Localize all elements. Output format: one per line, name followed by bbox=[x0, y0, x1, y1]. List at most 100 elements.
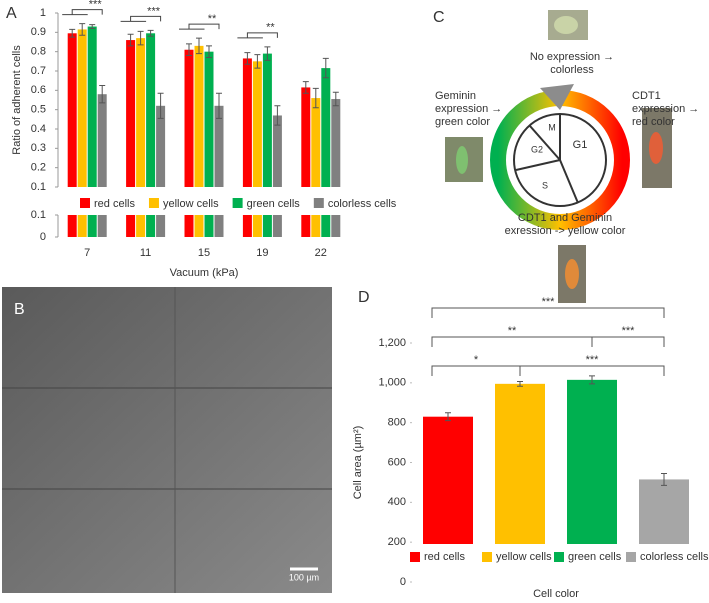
legend-swatch bbox=[80, 198, 90, 208]
significance-bracket bbox=[179, 23, 220, 30]
y-tick-label: 0.1 bbox=[31, 209, 46, 221]
legend-swatch bbox=[232, 198, 243, 208]
error-bar bbox=[302, 81, 309, 94]
pie-divider bbox=[559, 159, 579, 204]
bar bbox=[204, 51, 214, 187]
bar bbox=[136, 38, 146, 188]
legend-swatch bbox=[626, 552, 636, 562]
legend-swatch bbox=[554, 552, 564, 562]
panel-label: B bbox=[14, 301, 25, 318]
legend-label: yellow cells bbox=[163, 198, 219, 210]
legend-swatch bbox=[148, 198, 159, 208]
significance-bracket bbox=[591, 336, 665, 347]
error-bar bbox=[157, 92, 164, 119]
error-bar bbox=[589, 375, 595, 385]
annotation: Geminin bbox=[435, 90, 476, 102]
y-tick-label: 0.6 bbox=[31, 84, 46, 96]
error-bar bbox=[274, 105, 281, 126]
legend-background bbox=[60, 195, 352, 212]
significance-label: * bbox=[474, 354, 479, 366]
error-bar bbox=[254, 54, 261, 69]
cell bbox=[649, 132, 663, 164]
bar bbox=[311, 98, 321, 187]
error-bar bbox=[127, 33, 134, 47]
bar-base bbox=[321, 215, 331, 237]
legend-label: green cells bbox=[247, 198, 301, 210]
legend-label: green cells bbox=[568, 551, 622, 563]
phase-label: M bbox=[548, 122, 556, 132]
error-bar bbox=[322, 57, 329, 79]
annotation: red color bbox=[632, 116, 675, 128]
y-tick-label: 0.2 bbox=[31, 162, 46, 174]
bar bbox=[321, 68, 331, 187]
y-tick-label: 200 bbox=[388, 536, 406, 548]
bar-base bbox=[136, 215, 146, 237]
error-bar bbox=[186, 43, 192, 57]
y-tick-label: 0 bbox=[400, 576, 406, 588]
bar-base bbox=[126, 215, 136, 237]
scale-bar-label: 100 µm bbox=[289, 572, 319, 582]
bar-base bbox=[184, 215, 194, 237]
bar-base bbox=[311, 215, 321, 237]
phase-label: G2 bbox=[531, 144, 543, 154]
annotation: exression -> yellow color bbox=[505, 225, 626, 237]
bar bbox=[214, 105, 224, 187]
y-tick-label: 1 bbox=[40, 7, 46, 19]
error-bar bbox=[332, 91, 339, 107]
y-tick-label: 800 bbox=[388, 417, 406, 429]
bar bbox=[97, 94, 107, 187]
y-tick-label: 0.3 bbox=[31, 142, 46, 154]
y-axis-title: Cell area (µm²) bbox=[352, 426, 364, 500]
error-bar bbox=[244, 52, 251, 65]
error-bar bbox=[89, 24, 96, 29]
annotation: green color bbox=[435, 116, 490, 128]
significance-bracket bbox=[519, 365, 665, 376]
bar bbox=[194, 45, 204, 187]
significance-label: ** bbox=[208, 13, 217, 25]
legend-label: yellow cells bbox=[496, 551, 552, 563]
x-axis-title: Cell color bbox=[533, 588, 579, 600]
bar-base bbox=[252, 215, 262, 237]
error-bar bbox=[445, 412, 451, 422]
x-axis-title: Vacuum (kPa) bbox=[170, 267, 239, 279]
pie-divider bbox=[515, 159, 561, 171]
cell bbox=[565, 259, 579, 289]
significance-bracket bbox=[237, 32, 278, 39]
cell-cycle-diagram: C G1 S G2 M bbox=[433, 9, 672, 303]
bar bbox=[126, 40, 136, 187]
bar-base bbox=[331, 215, 341, 237]
y-tick-label: 400 bbox=[388, 496, 406, 508]
cell bbox=[456, 146, 468, 174]
bar-base bbox=[272, 215, 282, 237]
bar bbox=[156, 105, 166, 187]
y-tick-label: 600 bbox=[388, 456, 406, 468]
bar-base bbox=[77, 215, 87, 237]
error-bar bbox=[69, 28, 76, 38]
y-axis-title: Ratio of adherent cells bbox=[11, 45, 23, 155]
error-bar bbox=[137, 30, 144, 46]
error-bar bbox=[99, 85, 106, 104]
error-bar bbox=[147, 29, 154, 37]
cell bbox=[554, 16, 578, 34]
legend-label: red cells bbox=[424, 551, 465, 563]
bar bbox=[331, 99, 341, 187]
phase-label: S bbox=[542, 180, 548, 190]
annotation: colorless bbox=[550, 64, 594, 76]
phase-label: G1 bbox=[573, 139, 588, 151]
error-bar bbox=[661, 472, 667, 486]
x-tick-label: 7 bbox=[84, 247, 90, 259]
significance-label: *** bbox=[586, 354, 600, 366]
bar bbox=[262, 53, 272, 187]
y-tick-label: 1,200 bbox=[378, 337, 406, 349]
significance-label: *** bbox=[89, 0, 103, 11]
significance-label: *** bbox=[542, 296, 556, 308]
y-tick-label: 0 bbox=[40, 231, 46, 243]
bar bbox=[495, 383, 545, 570]
x-tick-label: 15 bbox=[198, 247, 210, 259]
bar-base bbox=[146, 215, 156, 237]
annotation: expression → bbox=[435, 103, 502, 115]
micrograph: B 100 µm bbox=[2, 287, 332, 593]
error-bar bbox=[206, 45, 212, 58]
significance-bracket bbox=[431, 365, 521, 376]
